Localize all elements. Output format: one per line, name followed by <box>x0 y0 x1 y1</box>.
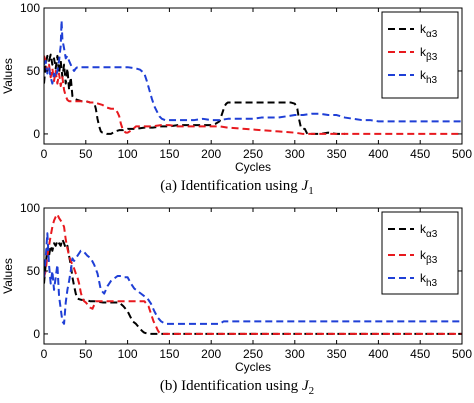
x-tick-label: 200 <box>201 347 221 361</box>
x-tick-label: 400 <box>368 147 388 161</box>
legend-label-sub: h3 <box>426 75 438 86</box>
caption: (b) Identification using J2 <box>160 378 314 397</box>
caption-variable: J <box>302 378 310 394</box>
x-tick-label: 250 <box>243 147 263 161</box>
legend-label-base: k <box>420 222 427 236</box>
x-tick-label: 50 <box>79 147 93 161</box>
caption: (a) Identification using J1 <box>160 178 313 197</box>
x-tick-label: 0 <box>41 347 48 361</box>
x-tick-label: 400 <box>368 347 388 361</box>
x-tick-label: 300 <box>285 347 305 361</box>
caption-subscript: 2 <box>309 385 315 397</box>
x-tick-label: 200 <box>201 147 221 161</box>
caption-variable: J <box>302 178 310 194</box>
legend-label-sub: β3 <box>426 52 438 63</box>
series-line-h3 <box>44 19 462 123</box>
legend-label-sub: α3 <box>426 29 438 40</box>
series-group <box>44 213 462 335</box>
x-tick-label: 500 <box>452 147 472 161</box>
x-tick-label: 150 <box>159 147 179 161</box>
x-tick-label: 350 <box>327 347 347 361</box>
x-tick-label: 250 <box>243 347 263 361</box>
chart-b: 0 50 100 150 200 250 300 350 400 450 500 0 50 100 Cycl… <box>1 201 472 397</box>
y-tick-label: 0 <box>33 327 40 341</box>
series-line-β3 <box>44 55 462 135</box>
legend-box <box>381 211 459 295</box>
legend-label-sub: h3 <box>426 278 438 289</box>
x-tick-label: 50 <box>79 347 93 361</box>
series-line-α3 <box>44 238 462 335</box>
y-axis-label: Values <box>1 258 15 294</box>
series-group <box>44 19 462 135</box>
legend-label-base: k <box>420 271 427 285</box>
caption-subscript: 1 <box>308 185 314 197</box>
legend-label-sub: β3 <box>426 255 438 266</box>
x-tick-label: 150 <box>159 347 179 361</box>
x-axis-label: Cycles <box>235 360 271 374</box>
legend-label-α3: kα3 <box>420 222 438 240</box>
legend-label-base: k <box>420 68 427 82</box>
y-tick-label: 100 <box>20 201 40 215</box>
x-tick-label: 450 <box>410 347 430 361</box>
x-axis-label: Cycles <box>235 160 271 174</box>
series-line-α3 <box>44 53 345 135</box>
legend-box <box>381 11 459 99</box>
series-line-h3 <box>44 232 462 325</box>
caption-text: (a) Identification using <box>160 178 301 194</box>
legend-label-base: k <box>420 248 427 262</box>
x-tick-label: 0 <box>41 147 48 161</box>
legend-label-sub: α3 <box>426 229 438 240</box>
caption-text: (b) Identification using <box>160 378 302 394</box>
chart-a: 0 50 100 150 200 250 300 350 400 450 500 0 50 100 Cycl… <box>1 1 472 197</box>
legend-label-β3: kβ3 <box>420 45 438 63</box>
x-tick-label: 300 <box>285 147 305 161</box>
y-tick-label: 50 <box>27 264 41 278</box>
x-tick-label: 100 <box>118 347 138 361</box>
x-tick-label: 100 <box>118 147 138 161</box>
x-tick-label: 350 <box>327 147 347 161</box>
series-line-β3 <box>44 213 462 335</box>
y-axis-label: Values <box>1 58 15 94</box>
y-tick-label: 50 <box>27 64 41 78</box>
legend-label-β3: kβ3 <box>420 248 438 266</box>
legend-label-α3: kα3 <box>420 22 438 40</box>
y-tick-label: 0 <box>33 127 40 141</box>
x-tick-label: 450 <box>410 147 430 161</box>
y-tick-label: 100 <box>20 1 40 15</box>
legend-label-base: k <box>420 22 427 36</box>
legend-label-base: k <box>420 45 427 59</box>
x-tick-label: 500 <box>452 347 472 361</box>
legend-label-h3: kh3 <box>420 271 438 289</box>
legend-label-h3: kh3 <box>420 68 438 86</box>
